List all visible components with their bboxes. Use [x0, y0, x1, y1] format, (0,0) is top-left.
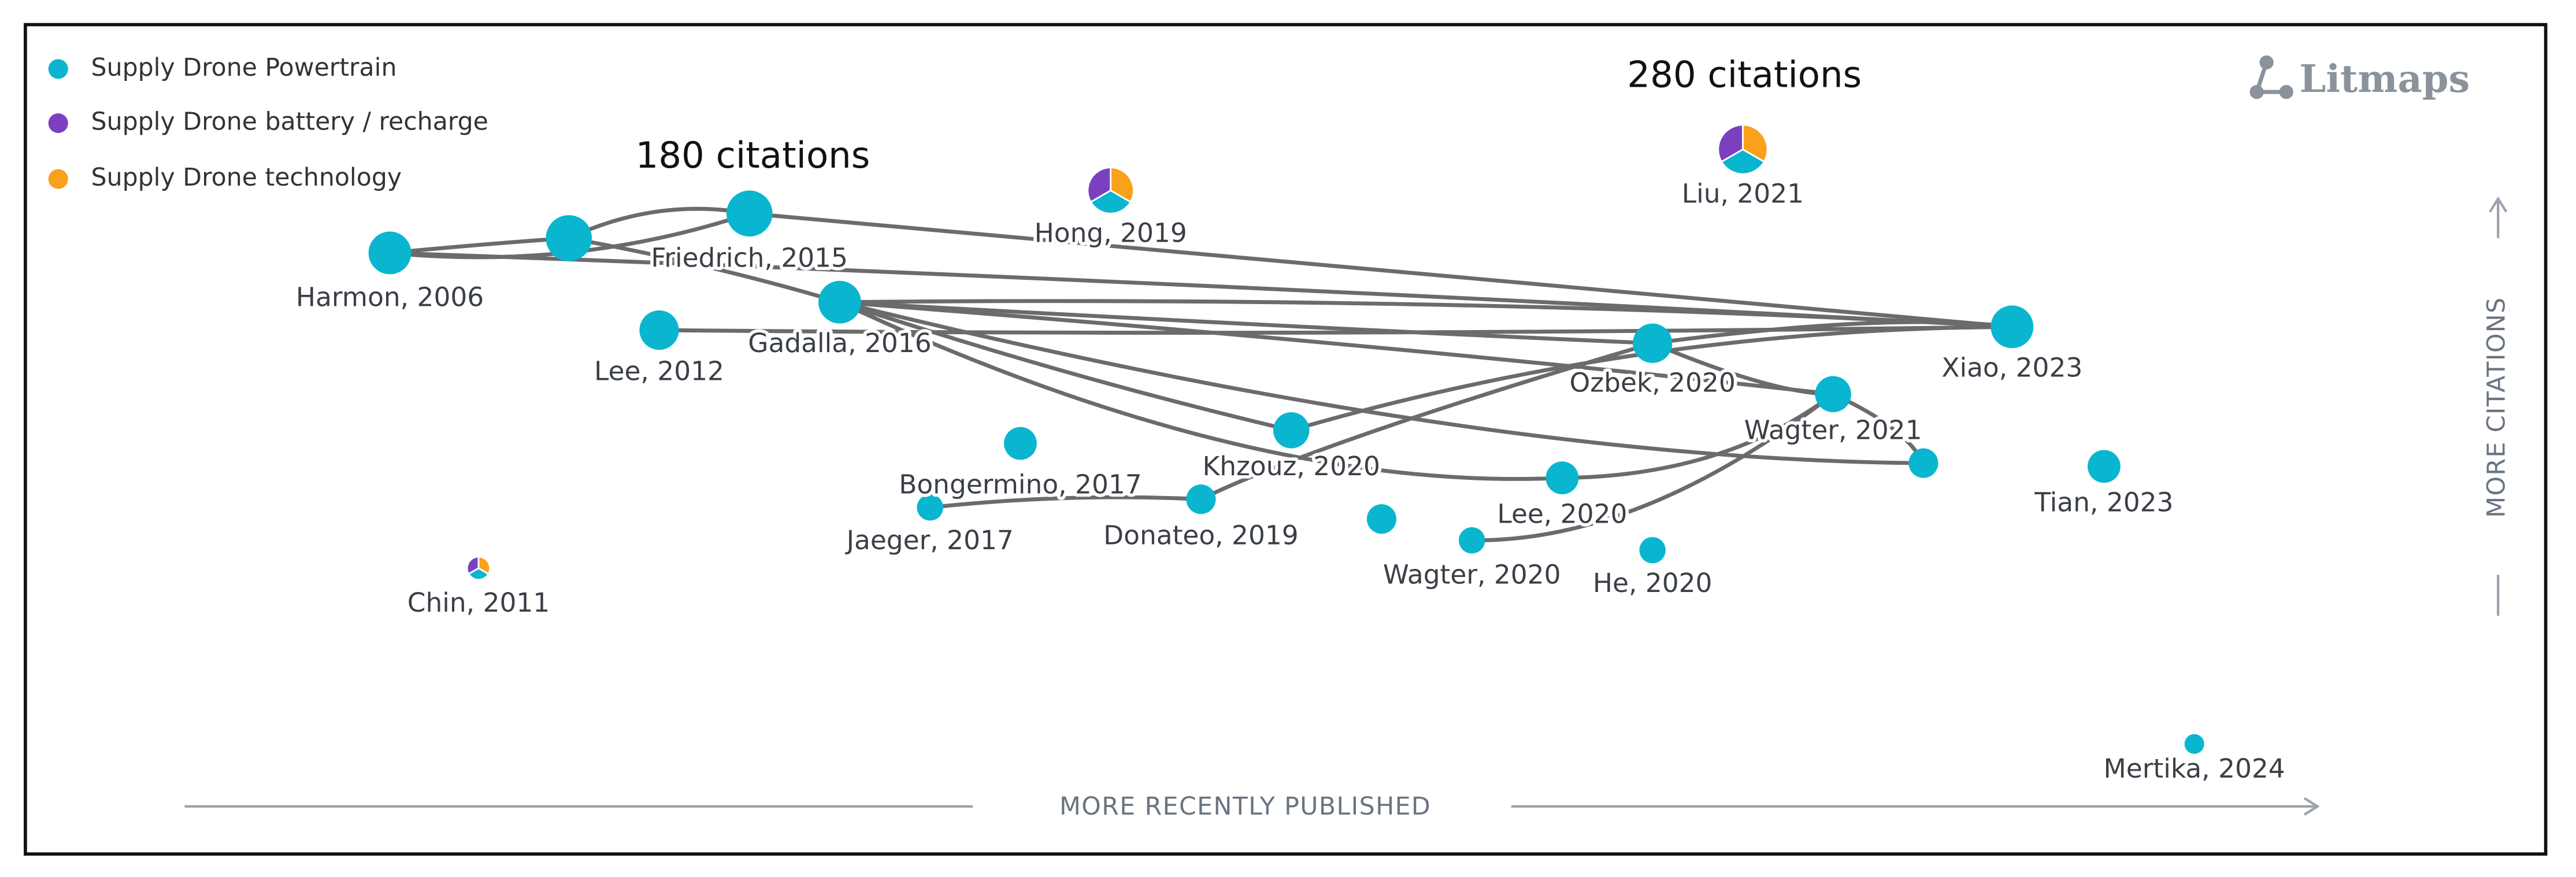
edge [839, 300, 1834, 397]
node [2087, 450, 2121, 483]
legend-label: Supply Drone technology [91, 163, 402, 192]
edge [568, 236, 840, 304]
node-label: Xiao, 2023 [1941, 353, 2082, 383]
pie-slice [1089, 189, 1132, 214]
annotation: 180 citations [635, 134, 870, 176]
axis-arrow [2303, 797, 2320, 816]
node-label: He, 2020 [1593, 568, 1713, 598]
y-axis-label: MORE CITATIONS [2482, 297, 2511, 517]
node [2184, 734, 2204, 754]
node [1458, 527, 1485, 554]
node [639, 310, 679, 350]
node-label: Lee, 2012 [594, 356, 724, 386]
edge [1472, 393, 1834, 543]
node [1004, 427, 1037, 460]
node-label: Harmon, 2006 [296, 282, 484, 313]
node-label: Bongermino, 2017 [899, 469, 1141, 499]
node [1545, 461, 1579, 495]
node [368, 231, 412, 275]
edge [839, 299, 2012, 329]
edge [1652, 320, 2012, 346]
edge [839, 300, 1292, 432]
edge [839, 300, 1923, 465]
node-label: Friedrich, 2015 [651, 242, 848, 273]
annotation: 280 citations [1627, 54, 1862, 96]
node [1908, 448, 1939, 478]
node-label: Gadalla, 2016 [748, 328, 931, 358]
node-label: Chin, 2011 [407, 587, 550, 618]
legend-dot [48, 113, 68, 134]
node [917, 494, 943, 521]
node-label: Khzouz, 2020 [1202, 451, 1380, 482]
node-label: Wagter, 2020 [1383, 560, 1561, 590]
edge [839, 300, 1653, 346]
legend-label: Supply Drone Powertrain [91, 53, 397, 82]
node-label: Ozbek, 2020 [1570, 367, 1736, 398]
node-label: Donateo, 2019 [1103, 520, 1299, 550]
pie-slice [1720, 148, 1766, 175]
pie-slice [467, 567, 490, 581]
node-label: Mertika, 2024 [2104, 753, 2285, 784]
edge [1200, 341, 1654, 501]
edge [568, 206, 750, 240]
logo-icon [2249, 55, 2293, 99]
node [726, 190, 773, 237]
node-label: Lee, 2020 [1497, 499, 1627, 530]
node [1633, 323, 1673, 363]
legend-label: Supply Drone battery / recharge [91, 108, 488, 136]
node [1815, 376, 1851, 413]
node-label: Hong, 2019 [1035, 218, 1187, 249]
labels: Harmon, 2006 Friedrich, 2015 Lee, 2012 Gada… [292, 175, 2288, 787]
edge [749, 211, 2012, 329]
node [818, 280, 861, 324]
node-label: Tian, 2023 [2034, 487, 2173, 518]
node-label: Liu, 2021 [1682, 179, 1804, 209]
node [1991, 305, 2034, 349]
edge [929, 495, 1202, 510]
node-label: Wagter, 2021 [1744, 415, 1922, 446]
edge [659, 324, 2012, 335]
node [1186, 484, 1216, 515]
nodes [368, 124, 2204, 754]
legend-dot [48, 59, 68, 79]
legend-dot [48, 169, 68, 189]
node [1273, 412, 1310, 449]
node [1366, 504, 1396, 534]
axis-arrow [2489, 196, 2508, 213]
logo: Litmaps [2299, 57, 2470, 101]
x-axis-label: MORE RECENTLY PUBLISHED [1059, 792, 1431, 821]
node [546, 215, 592, 261]
edge [839, 300, 1563, 481]
node [1639, 536, 1666, 564]
node-label: Jaeger, 2017 [845, 525, 1014, 556]
